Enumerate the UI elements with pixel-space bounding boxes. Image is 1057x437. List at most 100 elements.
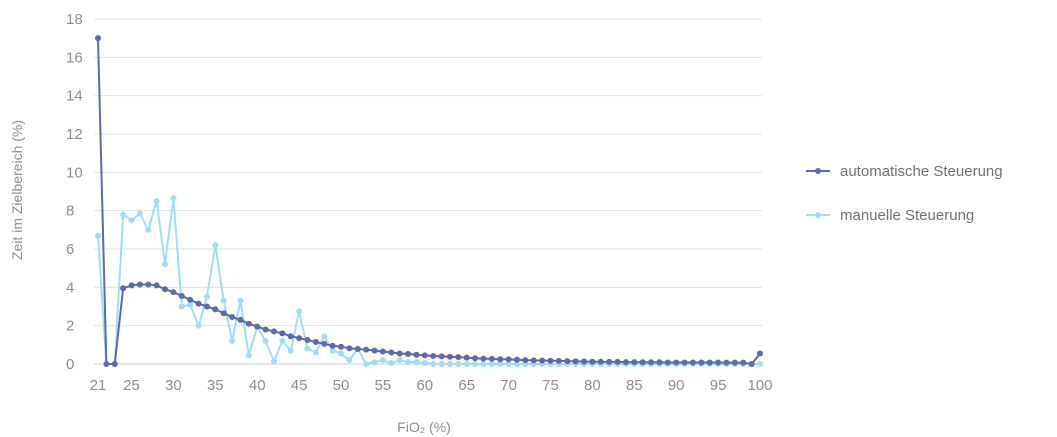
x-tick-label: 55 — [375, 377, 392, 394]
data-point — [488, 361, 495, 367]
data-point — [279, 338, 286, 344]
data-point — [312, 349, 319, 356]
data-point — [304, 345, 311, 352]
data-point — [555, 357, 562, 364]
data-point — [170, 195, 177, 202]
y-tick-label: 6 — [66, 241, 74, 258]
data-point — [648, 359, 655, 366]
data-point — [572, 358, 579, 365]
data-point — [497, 361, 504, 367]
data-point — [405, 359, 412, 366]
legend-label: manuelle Steuerung — [840, 207, 974, 224]
y-tick-label: 12 — [66, 126, 83, 143]
data-point — [581, 358, 588, 365]
data-point — [472, 355, 479, 362]
x-tick-label: 40 — [249, 377, 266, 394]
data-point — [396, 350, 403, 357]
data-point — [270, 328, 277, 335]
data-point — [589, 358, 596, 365]
data-point — [162, 286, 169, 293]
data-point — [237, 316, 244, 323]
data-point — [455, 354, 462, 361]
data-point — [505, 361, 512, 367]
x-tick-label: 95 — [710, 377, 727, 394]
data-point — [287, 333, 294, 340]
data-point — [270, 358, 277, 365]
series-line — [97, 197, 760, 365]
data-point — [388, 360, 395, 367]
y-axis-title: Zeit im Zielbereich (%) — [9, 120, 25, 260]
data-point — [153, 282, 160, 289]
data-point — [136, 210, 143, 217]
data-point — [212, 242, 219, 249]
x-axis-ticks: 21 25 30 35 40 45 50 55 60 65 70 75 80 85 90 95 100 — [90, 377, 773, 394]
data-point — [379, 348, 386, 355]
data-point — [296, 308, 303, 315]
data-point — [312, 338, 319, 345]
x-tick-label: 70 — [500, 377, 517, 394]
data-point — [346, 357, 353, 364]
data-point — [229, 314, 236, 321]
legend: automatische Steuerung manuelle Steuerung — [806, 163, 1003, 224]
data-point — [363, 361, 370, 367]
data-point — [162, 261, 169, 268]
data-point — [421, 352, 428, 359]
data-point — [346, 345, 353, 352]
legend-item: automatische Steuerung — [806, 163, 1003, 180]
data-point — [421, 360, 428, 367]
data-point — [748, 361, 755, 367]
legend-swatch-marker — [815, 168, 821, 174]
y-tick-label: 14 — [66, 88, 83, 105]
data-point — [530, 357, 537, 364]
data-point — [354, 346, 361, 353]
data-point — [547, 357, 554, 364]
data-point — [480, 355, 487, 362]
x-tick-label: 65 — [458, 377, 475, 394]
data-point — [396, 357, 403, 364]
data-point — [388, 349, 395, 356]
data-point — [463, 361, 470, 367]
data-point — [237, 297, 244, 304]
data-point — [614, 358, 621, 365]
data-point — [128, 282, 135, 289]
y-axis-ticks: 0 2 4 6 8 10 12 14 16 18 — [66, 11, 83, 373]
data-point — [455, 361, 462, 367]
legend-label: automatische Steuerung — [840, 163, 1003, 180]
y-tick-label: 18 — [66, 11, 83, 28]
data-point — [731, 359, 738, 366]
data-point — [631, 359, 638, 366]
data-point — [136, 281, 143, 288]
data-point — [321, 340, 328, 347]
x-tick-label: 85 — [626, 377, 643, 394]
data-point — [723, 359, 730, 366]
data-point — [338, 350, 345, 357]
data-point — [229, 338, 236, 344]
data-point — [446, 353, 453, 360]
legend-swatch-marker — [815, 212, 821, 218]
data-point — [413, 359, 420, 366]
data-point — [564, 358, 571, 365]
data-point — [103, 361, 110, 367]
data-point — [480, 361, 487, 367]
data-point — [195, 322, 202, 329]
data-point — [170, 289, 177, 296]
data-point — [111, 361, 118, 367]
data-point — [371, 347, 378, 354]
data-point — [203, 293, 210, 300]
data-point — [715, 359, 722, 366]
x-tick-label: 21 — [90, 377, 107, 394]
data-point — [212, 306, 219, 313]
series-manual — [95, 195, 763, 367]
data-point — [95, 35, 101, 42]
data-point — [321, 333, 328, 340]
data-point — [195, 300, 202, 307]
x-tick-label: 45 — [291, 377, 308, 394]
x-axis-title: FiO₂ (%) — [397, 419, 451, 435]
data-point — [497, 356, 504, 363]
data-point — [639, 359, 646, 366]
data-point — [254, 323, 261, 330]
data-point — [513, 356, 520, 363]
data-point — [262, 326, 269, 333]
x-tick-label: 80 — [584, 377, 601, 394]
